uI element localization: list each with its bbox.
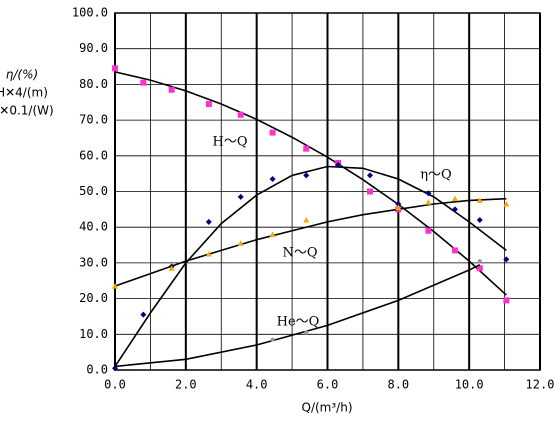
fit-curve (114, 71, 507, 296)
point (303, 217, 310, 223)
y-tick-label: 60.0 (79, 148, 108, 162)
x-tick-label: 10.0 (455, 378, 484, 392)
point (140, 79, 147, 86)
point (270, 337, 275, 342)
y-tick-label: 30.0 (79, 255, 108, 269)
point (112, 283, 118, 289)
y-tick-label: 70.0 (79, 113, 108, 127)
point (205, 101, 212, 108)
point (269, 129, 276, 136)
y-tick-label: 20.0 (79, 291, 108, 305)
y-tick-label: 80.0 (79, 77, 108, 91)
point (303, 145, 310, 152)
x-tick-label: 2.0 (175, 378, 197, 392)
x-tick-label: 4.0 (246, 378, 268, 392)
point (269, 231, 276, 237)
point (476, 217, 483, 224)
point (303, 172, 310, 179)
point (335, 161, 342, 168)
y-tick-label: 50.0 (79, 184, 108, 198)
y-tick-label: 40.0 (79, 220, 108, 234)
x-label: Q/(m³/h) (302, 401, 353, 415)
curve-label: He～Q (277, 315, 320, 330)
curve-label: N～Q (282, 246, 317, 261)
fit-curve (114, 197, 507, 287)
y-tick-label: 10.0 (79, 327, 108, 341)
x-tick-label: 12.0 (526, 378, 554, 392)
point (395, 204, 402, 211)
curve-label: η～Q (420, 168, 451, 183)
x-tick-label: 6.0 (317, 378, 339, 392)
point (477, 259, 482, 264)
point (140, 311, 147, 318)
point (476, 265, 483, 272)
point (205, 250, 212, 257)
point (237, 111, 244, 118)
y-tick-label: 100.0 (72, 6, 108, 20)
point (503, 256, 510, 263)
y-tick-label: 0.0 (86, 363, 108, 377)
point (503, 200, 510, 207)
point (503, 297, 510, 304)
point (452, 195, 458, 202)
point (205, 218, 212, 225)
point (367, 172, 373, 179)
y-label-line: H✕4/(m) (0, 86, 48, 100)
point (112, 65, 118, 72)
point (367, 188, 373, 195)
point (476, 197, 483, 203)
point (425, 199, 432, 205)
x-tick-label: 8.0 (387, 378, 409, 392)
point (452, 247, 458, 254)
point (304, 330, 309, 335)
point (452, 206, 458, 213)
x-tick-label: 0.0 (104, 378, 126, 392)
y-label-line: N✕0.1/(W) (0, 104, 54, 118)
point (237, 193, 244, 200)
point (168, 86, 175, 93)
point (269, 176, 276, 183)
fit-curve (114, 165, 507, 367)
point (395, 200, 402, 207)
y-tick-label: 90.0 (79, 41, 108, 55)
point (168, 265, 175, 271)
point (425, 227, 432, 234)
point (425, 190, 432, 197)
y-label-line: η/(%) (6, 68, 38, 82)
point (237, 240, 244, 246)
plot-frame (114, 12, 541, 371)
curve-label: H～Q (213, 135, 248, 150)
fit-curve (114, 263, 481, 368)
